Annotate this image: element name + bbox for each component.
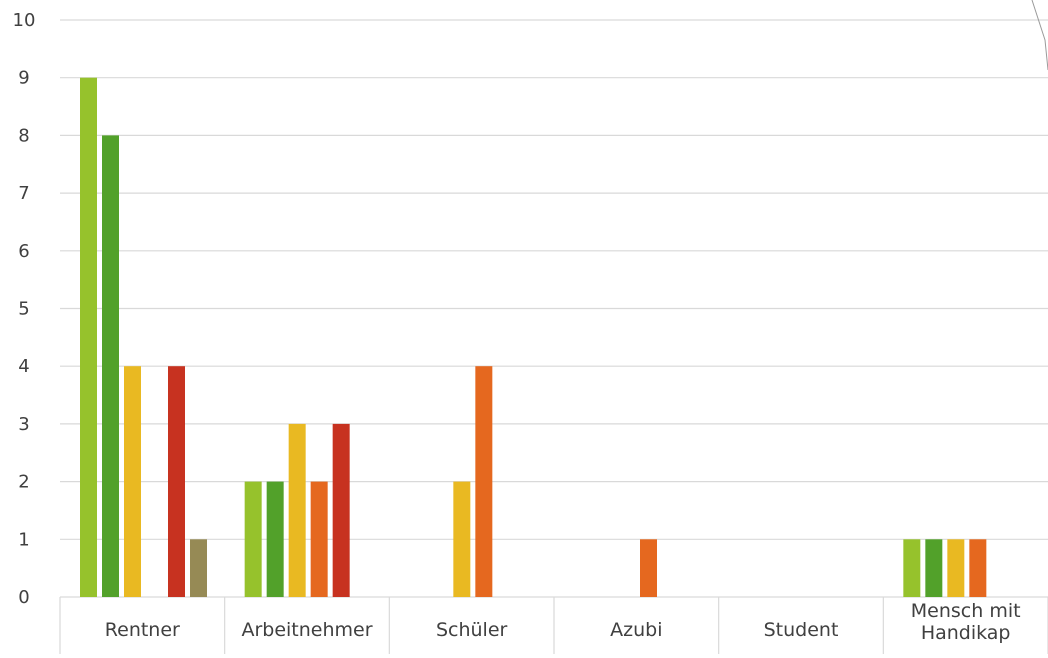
x-tick-label: Arbeitnehmer <box>241 619 372 641</box>
x-tick-label: Mensch mit Handikap <box>911 600 1021 644</box>
bar <box>80 77 97 597</box>
y-tick-label: 5 <box>18 299 29 320</box>
y-tick-label: 4 <box>18 356 29 377</box>
y-tick-label: 8 <box>18 125 29 146</box>
bar <box>190 539 207 597</box>
bar <box>168 366 185 597</box>
bar <box>102 135 119 597</box>
y-tick-label: 2 <box>18 472 29 493</box>
bar <box>925 539 943 597</box>
bars-layer <box>80 77 987 597</box>
bar <box>332 423 350 597</box>
bar <box>903 539 921 597</box>
y-tick-label: 10 <box>13 10 36 31</box>
bar <box>453 481 471 597</box>
bar <box>288 423 306 597</box>
bar <box>266 481 284 597</box>
bar <box>640 539 657 597</box>
x-tick-label: Schüler <box>436 619 508 641</box>
x-tick-label: Rentner <box>105 619 180 641</box>
bar <box>969 539 987 597</box>
bar <box>310 481 328 597</box>
axis-layer: 0 1 2 3 4 5 6 7 8 9 10 Rentner Arbeitnehmer Schüler Az… <box>13 10 1048 654</box>
x-tick-label: Student <box>764 619 839 641</box>
bar <box>947 539 965 597</box>
y-tick-label: 3 <box>18 414 29 435</box>
bar <box>244 481 262 597</box>
x-tick-label: Azubi <box>610 619 662 641</box>
bar <box>475 366 493 597</box>
grid-layer <box>60 19 1048 598</box>
bar <box>124 366 141 597</box>
y-tick-label: 1 <box>18 529 29 550</box>
y-tick-label: 7 <box>18 183 29 204</box>
decorative-curve <box>1031 0 1048 71</box>
y-tick-label: 9 <box>18 68 29 89</box>
y-tick-label: 6 <box>18 241 29 262</box>
y-tick-label: 0 <box>18 587 29 608</box>
